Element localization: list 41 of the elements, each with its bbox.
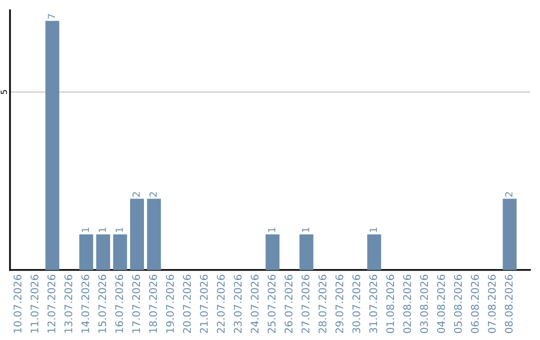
x-tick-label: 04.08.2026 — [437, 274, 445, 334]
x-tick-label: 11.07.2026 — [30, 274, 38, 333]
x-tick-label: 03.08.2026 — [420, 274, 428, 334]
data-label: 2 — [132, 192, 140, 197]
x-tick-label: 07.08.2026 — [488, 274, 496, 334]
x-tick-label: 12.07.2026 — [47, 274, 56, 333]
data-label: 1 — [82, 228, 89, 232]
x-tick-label: 18.07.2026 — [149, 274, 157, 333]
x-tick-label: 01.08.2026 — [386, 274, 394, 334]
x-tick-label: 28.07.2026 — [318, 274, 326, 334]
x-tick-label: 10.07.2026 — [14, 274, 22, 333]
x-tick-label: 02.08.2026 — [403, 274, 412, 334]
x-tick-label: 25.07.2026 — [268, 274, 276, 334]
x-tick-label: 06.08.2026 — [470, 274, 479, 334]
x-tick-label: 26.07.2026 — [284, 274, 292, 334]
x-tick-label: 24.07.2026 — [250, 274, 259, 334]
data-label: 1 — [116, 228, 123, 232]
data-label: 7 — [48, 14, 56, 19]
x-tick-label: 23.07.2026 — [234, 274, 242, 334]
x-tick-label: 15.07.2026 — [98, 274, 106, 333]
x-tick-label: 29.07.2026 — [335, 274, 344, 334]
data-label: 1 — [302, 228, 310, 232]
x-tick-label: 19.07.2026 — [166, 274, 174, 333]
x-tick-label: 05.08.2026 — [454, 274, 462, 334]
x-tick-label: 27.07.2026 — [302, 274, 310, 334]
x-tick-label: 14.07.2026 — [81, 274, 90, 333]
x-tick-label: 17.07.2026 — [132, 274, 140, 333]
data-label: 2 — [505, 192, 512, 197]
x-tick-label: 30.07.2026 — [352, 274, 360, 333]
x-tick-label: 22.07.2026 — [216, 274, 225, 334]
data-label: 2 — [149, 192, 157, 197]
x-tick-label: 16.07.2026 — [115, 274, 124, 333]
x-tick-label: 08.08.2026 — [504, 274, 513, 334]
data-label: 1 — [268, 228, 276, 232]
data-label: 1 — [370, 228, 377, 232]
x-tick-label: 31.07.2026 — [369, 274, 378, 333]
x-tick-label: 21.07.2026 — [200, 274, 208, 334]
y-tick-label: 5 — [0, 90, 7, 94]
x-tick-label: 13.07.2026 — [64, 274, 72, 333]
data-label: 1 — [98, 228, 106, 232]
x-tick-label: 20.07.2026 — [182, 274, 191, 334]
